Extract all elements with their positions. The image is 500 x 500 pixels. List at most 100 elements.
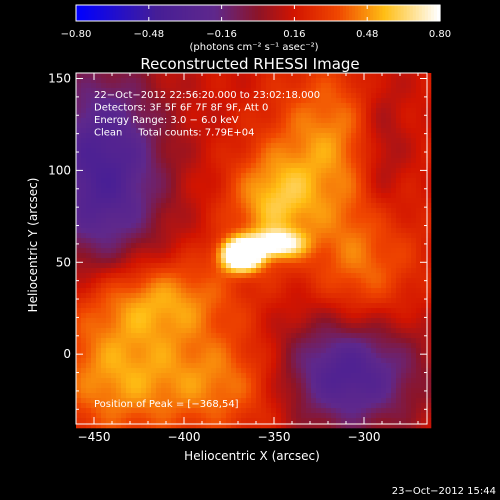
heatmap-cell — [426, 218, 432, 224]
heatmap-cell — [166, 353, 172, 359]
heatmap-cell — [141, 368, 147, 374]
heatmap-cell — [86, 153, 92, 159]
heatmap-cell — [286, 328, 292, 334]
heatmap-cell — [146, 153, 152, 159]
heatmap-cell — [406, 143, 412, 149]
heatmap-cell — [311, 233, 317, 239]
heatmap-cell — [411, 138, 417, 144]
heatmap-cell — [81, 393, 87, 399]
heatmap-cell — [316, 113, 322, 119]
heatmap-cell — [91, 228, 97, 234]
heatmap-cell — [81, 153, 87, 159]
heatmap-cell — [241, 408, 247, 414]
heatmap-cell — [121, 208, 127, 214]
heatmap-cell — [416, 138, 422, 144]
heatmap-cell — [391, 168, 397, 174]
heatmap-cell — [406, 403, 412, 409]
heatmap-cell — [361, 408, 367, 414]
heatmap-cell — [336, 353, 342, 359]
heatmap-cell — [286, 128, 292, 134]
heatmap-cell — [126, 133, 132, 139]
heatmap-cell — [336, 388, 342, 394]
colorbar-swatch — [291, 5, 295, 21]
heatmap-cell — [351, 408, 357, 414]
heatmap-cell — [326, 283, 332, 289]
heatmap-cell — [141, 393, 147, 399]
heatmap-cell — [321, 173, 327, 179]
heatmap-cell — [181, 333, 187, 339]
heatmap-cell — [126, 163, 132, 169]
heatmap-cell — [251, 403, 257, 409]
heatmap-cell — [381, 103, 387, 109]
heatmap-cell — [326, 278, 332, 284]
heatmap-cell — [306, 253, 312, 259]
heatmap-cell — [76, 243, 82, 249]
heatmap-cell — [171, 353, 177, 359]
heatmap-cell — [116, 288, 122, 294]
heatmap-cell — [211, 228, 217, 234]
heatmap-cell — [216, 303, 222, 309]
heatmap-cell — [141, 103, 147, 109]
heatmap-cell — [291, 268, 297, 274]
heatmap-cell — [76, 318, 82, 324]
heatmap-cell — [246, 218, 252, 224]
heatmap-cell — [196, 158, 202, 164]
heatmap-cell — [266, 113, 272, 119]
heatmap-cell — [246, 373, 252, 379]
heatmap-cell — [286, 363, 292, 369]
heatmap-cell — [366, 148, 372, 154]
heatmap-cell — [81, 188, 87, 194]
heatmap-cell — [91, 213, 97, 219]
heatmap-cell — [356, 123, 362, 129]
heatmap-cell — [76, 143, 82, 149]
heatmap-cell — [136, 323, 142, 329]
heatmap-cell — [391, 328, 397, 334]
heatmap-cell — [191, 193, 197, 199]
heatmap-cell — [266, 163, 272, 169]
heatmap-cell — [81, 288, 87, 294]
heatmap-cell — [271, 188, 277, 194]
heatmap-cell — [286, 348, 292, 354]
heatmap-cell — [371, 288, 377, 294]
heatmap-cell — [256, 293, 262, 299]
heatmap-cell — [186, 148, 192, 154]
heatmap-cell — [226, 378, 232, 384]
heatmap-cell — [416, 73, 422, 79]
heatmap-cell — [146, 263, 152, 269]
heatmap-cell — [376, 318, 382, 324]
heatmap-cell — [361, 303, 367, 309]
heatmap-cell — [346, 208, 352, 214]
heatmap-cell — [96, 88, 102, 94]
heatmap-cell — [391, 148, 397, 154]
heatmap-cell — [206, 233, 212, 239]
heatmap-cell — [151, 78, 157, 84]
heatmap-cell — [121, 228, 127, 234]
heatmap-cell — [116, 383, 122, 389]
heatmap-cell — [241, 133, 247, 139]
heatmap-cell — [281, 73, 287, 79]
heatmap-cell — [336, 163, 342, 169]
heatmap-cell — [226, 363, 232, 369]
heatmap-cell — [291, 203, 297, 209]
heatmap-cell — [221, 273, 227, 279]
heatmap-cell — [216, 353, 222, 359]
heatmap-cell — [86, 263, 92, 269]
heatmap-cell — [351, 273, 357, 279]
heatmap-cell — [186, 353, 192, 359]
heatmap-cell — [351, 158, 357, 164]
heatmap-cell — [246, 378, 252, 384]
heatmap-cell — [196, 403, 202, 409]
heatmap-cell — [116, 193, 122, 199]
heatmap-cell — [116, 258, 122, 264]
heatmap-cell — [296, 393, 302, 399]
heatmap-cell — [321, 143, 327, 149]
heatmap-cell — [171, 318, 177, 324]
heatmap-cell — [146, 253, 152, 259]
heatmap-cell — [101, 308, 107, 314]
heatmap-cell — [336, 208, 342, 214]
heatmap-cell — [116, 353, 122, 359]
heatmap-cell — [386, 388, 392, 394]
heatmap-cell — [166, 183, 172, 189]
heatmap-cell — [156, 308, 162, 314]
heatmap-cell — [111, 408, 117, 414]
